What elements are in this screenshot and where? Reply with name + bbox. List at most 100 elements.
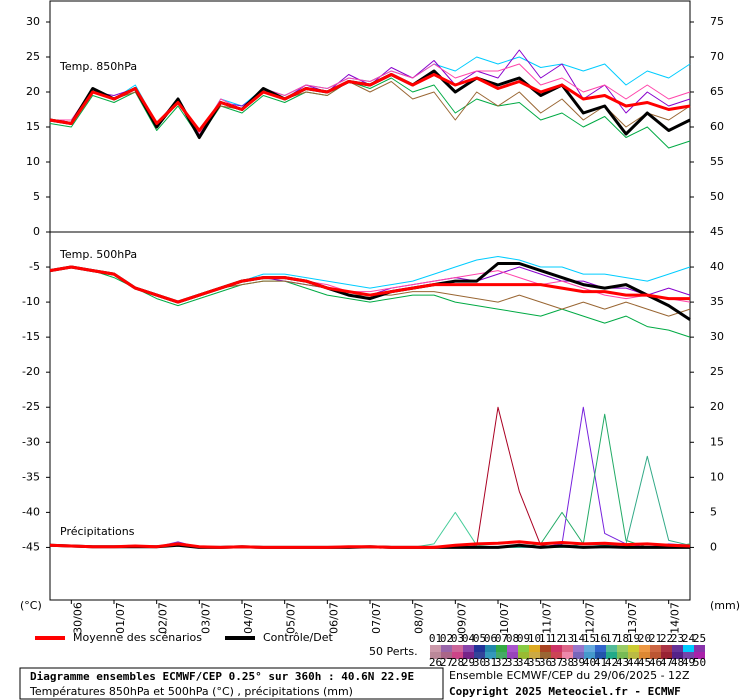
member-label: 42 [605,656,618,669]
member-label: 02 [440,632,453,645]
member-swatch [529,652,540,659]
member-swatch [606,652,617,659]
x-tick-label: 11/07 [541,602,554,634]
y2-tick-label: 15 [710,435,724,448]
member-label: 41 [594,656,607,669]
member-label: 38 [561,656,574,669]
member-label: 03 [451,632,464,645]
member-swatch [639,652,650,659]
member-label: 47 [660,656,673,669]
member-label: 49 [682,656,695,669]
member-swatch [628,645,639,652]
member-label: 22 [660,632,673,645]
y-tick-label: 20 [26,85,40,98]
member-label: 08 [506,632,519,645]
member-swatch [584,645,595,652]
member-swatch [639,645,650,652]
member-swatch [562,652,573,659]
footer-copyright: Copyright 2025 Meteociel.fr - ECMWF [449,685,681,698]
member-label: 37 [550,656,563,669]
unit-label: (mm) [710,599,740,612]
member-swatch [672,652,683,659]
y2-tick-label: 70 [710,50,724,63]
y2-tick-label: 10 [710,470,724,483]
y-tick-label: -5 [29,260,40,273]
panel-title: Temp. 850hPa [59,60,137,73]
member-swatch [694,652,705,659]
footer-subtitle: Températures 850hPa et 500hPa (°C) , pré… [29,685,353,698]
member-label: 16 [594,632,607,645]
y-tick-label: -45 [22,540,40,553]
member-swatch [584,652,595,659]
y-tick-label: 10 [26,155,40,168]
member-swatch [551,645,562,652]
member-label: 06 [484,632,497,645]
member-swatch [683,652,694,659]
y-tick-label: -30 [22,435,40,448]
member-label: 11 [539,632,552,645]
y2-tick-label: 50 [710,190,724,203]
member-label: 26 [429,656,442,669]
member-label: 32 [495,656,508,669]
y-tick-label: -20 [22,365,40,378]
member-label: 50 [693,656,706,669]
member-swatch [474,645,485,652]
member-swatch [485,652,496,659]
member-label: 48 [671,656,684,669]
y2-tick-label: 0 [710,540,717,553]
y2-tick-label: 55 [710,155,724,168]
y-tick-label: -40 [22,505,40,518]
x-tick-label: 05/07 [285,602,298,634]
member-label: 17 [605,632,618,645]
member-swatch [452,645,463,652]
y-tick-label: 15 [26,120,40,133]
member-swatch [650,652,661,659]
member-swatch [430,652,441,659]
member-line [49,77,691,149]
legend-label: Contrôle/Det [263,631,333,644]
x-tick-label: 07/07 [370,602,383,634]
member-label: 27 [440,656,453,669]
member-swatch [628,652,639,659]
y-tick-label: 25 [26,50,40,63]
member-label: 31 [484,656,497,669]
member-swatch [551,652,562,659]
y-tick-label: -25 [22,400,40,413]
member-label: 15 [583,632,596,645]
member-label: 18 [616,632,629,645]
legend-label: Moyenne des scénarios [73,631,202,644]
member-label: 24 [682,632,696,645]
member-swatch [518,645,529,652]
member-swatch [463,645,474,652]
unit-label: (°C) [20,599,42,612]
member-swatch [661,645,672,652]
member-label: 25 [693,632,706,645]
x-tick-label: 12/07 [583,602,596,634]
member-label: 43 [616,656,629,669]
member-label: 35 [528,656,541,669]
member-label: 34 [517,656,531,669]
y2-tick-label: 75 [710,15,724,28]
panel-title: Précipitations [60,525,135,538]
member-swatch [694,645,705,652]
member-swatch [529,645,540,652]
member-swatch [650,645,661,652]
x-tick-label: 03/07 [199,602,212,634]
y2-tick-label: 40 [710,260,724,273]
y2-tick-label: 60 [710,120,724,133]
member-swatch [573,652,584,659]
y-tick-label: 0 [33,225,40,238]
x-tick-label: 04/07 [242,602,255,634]
member-swatch [606,645,617,652]
member-swatch [485,645,496,652]
x-tick-label: 01/07 [114,602,127,634]
member-label: 29 [462,656,475,669]
member-label: 12 [550,632,563,645]
member-swatch [661,652,672,659]
main-line [49,540,691,549]
y-tick-label: -35 [22,470,40,483]
member-label: 01 [429,632,442,645]
member-swatch [507,645,518,652]
